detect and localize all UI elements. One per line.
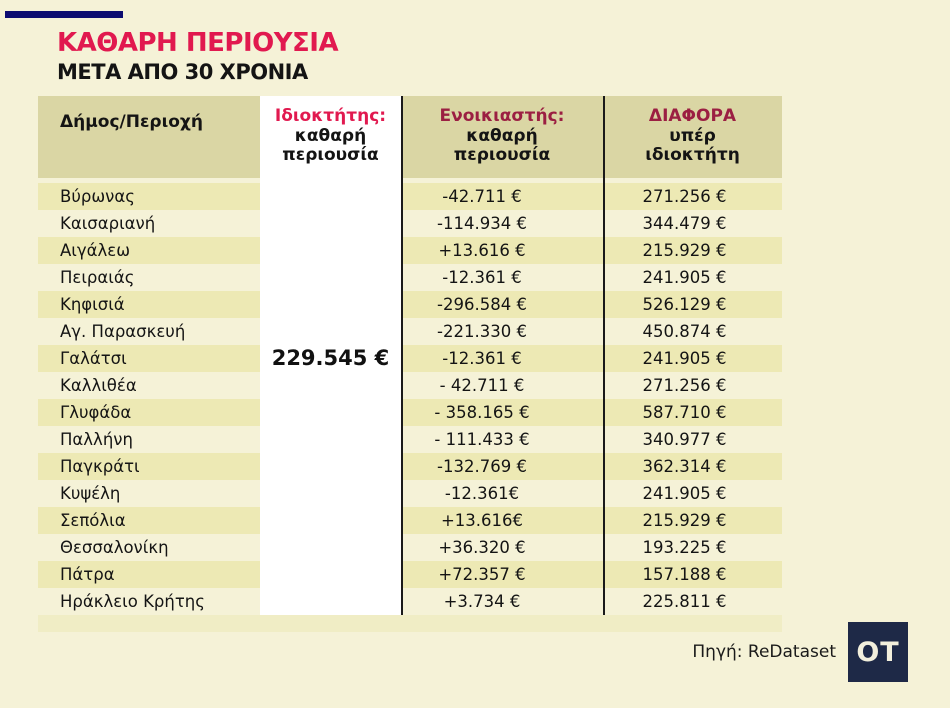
region-cell: Καισαριανή [60,214,156,233]
region-cell: Γλυφάδα [60,403,132,422]
region-cell: Βύρωνας [60,187,135,206]
diff-cell: 157.188 € [642,565,727,584]
diff-cell: 215.929 € [642,241,727,260]
column-divider-2 [603,96,605,615]
table-row: Καισαριανή -114.934 € 344.479 € [38,210,782,237]
renter-header-line3: περιουσία [453,145,551,165]
table-row: Παγκράτι -132.769 € 362.314 € [38,453,782,480]
renter-net-worth-cell: - 111.433 € [434,430,530,449]
table-footer-strip [38,615,782,632]
diff-cell: 340.977 € [642,430,727,449]
diff-cell: 215.929 € [642,511,727,530]
diff-cell: 587.710 € [642,403,727,422]
table-row: Παλλήνη - 111.433 € 340.977 € [38,426,782,453]
table-row: Πειραιάς -12.361 € 241.905 € [38,264,782,291]
region-cell: Παγκράτι [60,457,140,476]
renter-net-worth-cell: - 358.165 € [434,403,530,422]
region-cell: Αιγάλεω [60,241,131,260]
table-rows: Βύρωνας -42.711 € 271.256 € Καισαριανή -114.… [38,183,782,615]
region-cell: Πάτρα [60,565,115,584]
ot-logo: OT [848,622,908,682]
diff-cell: 344.479 € [642,214,727,233]
renter-net-worth-cell: -132.769 € [437,457,527,476]
owner-column-highlight [260,96,401,615]
renter-net-worth-cell: -12.361€ [444,484,520,503]
table-row: Γλυφάδα - 358.165 € 587.710 € [38,399,782,426]
net-worth-table: Δήμος/Περιοχή Ιδιοκτήτης: καθαρή περιουσ… [38,96,782,633]
table-row: Κυψέλη -12.361€ 241.905 € [38,480,782,507]
source-credit: Πηγή: ReDataset [692,642,836,662]
column-divider-1 [401,96,403,615]
renter-net-worth-cell: +13.616€ [440,511,524,530]
diff-cell: 271.256 € [642,376,727,395]
diff-cell: 241.905 € [642,349,727,368]
table-row: Καλλιθέα - 42.711 € 271.256 € [38,372,782,399]
diff-cell: 526.129 € [642,295,727,314]
renter-header-line2: καθαρή [466,125,538,146]
renter-net-worth-cell: -12.361 € [442,268,522,287]
column-header-diff: ΔΙΑΦΟΡΑ υπέρ ιδιοκτήτη [603,96,782,178]
region-cell: Πειραιάς [60,268,135,287]
renter-net-worth-cell: +36.320 € [438,538,526,557]
region-cell: Θεσσαλονίκη [60,538,169,557]
renter-header-label: Ενοικιαστής: [439,106,565,126]
renter-net-worth-cell: +3.734 € [443,592,521,611]
renter-net-worth-cell: -221.330 € [437,322,527,341]
region-cell: Γαλάτσι [60,349,127,368]
region-cell: Κυψέλη [60,484,121,503]
column-header-owner: Ιδιοκτήτης: καθαρή περιουσία [260,96,401,178]
diff-cell: 450.874 € [642,322,727,341]
owner-header-label: Ιδιοκτήτης: [274,106,387,126]
diff-header-line2: υπέρ [669,125,716,146]
region-cell: Παλλήνη [60,430,133,449]
diff-header-line3: ιδιοκτήτη [645,145,740,165]
table-row: Κηφισιά -296.584 € 526.129 € [38,291,782,318]
diff-cell: 241.905 € [642,268,727,287]
table-row: Αιγάλεω +13.616 € 215.929 € [38,237,782,264]
renter-net-worth-cell: -12.361 € [442,349,522,368]
table-row: Γαλάτσι -12.361 € 241.905 € [38,345,782,372]
owner-header-line2: καθαρή [294,125,367,146]
renter-net-worth-cell: - 42.711 € [439,376,525,395]
renter-net-worth-cell: -296.584 € [437,295,527,314]
region-cell: Καλλιθέα [60,376,137,395]
renter-net-worth-cell: -114.934 € [437,214,527,233]
region-cell: Αγ. Παρασκευή [60,322,186,341]
table-header-band [38,96,782,178]
owner-net-worth-value: 229.545 € [271,346,390,370]
table-row: Θεσσαλονίκη +36.320 € 193.225 € [38,534,782,561]
column-header-region: Δήμος/Περιοχή [60,112,203,132]
diff-cell: 362.314 € [642,457,727,476]
table-row: Ηράκλειο Κρήτης +3.734 € 225.811 € [38,588,782,615]
renter-net-worth-cell: +13.616 € [438,241,526,260]
diff-cell: 271.256 € [642,187,727,206]
diff-cell: 241.905 € [642,484,727,503]
column-header-renter: Ενοικιαστής: καθαρή περιουσία [401,96,603,178]
region-cell: Κηφισιά [60,295,125,314]
table-row: Πάτρα +72.357 € 157.188 € [38,561,782,588]
page-title: ΚΑΘΑΡΗ ΠΕΡΙΟΥΣΙΑ [57,28,339,58]
region-cell: Ηράκλειο Κρήτης [60,592,205,611]
table-row: Αγ. Παρασκευή -221.330 € 450.874 € [38,318,782,345]
diff-header-label: ΔΙΑΦΟΡΑ [648,106,737,126]
renter-net-worth-cell: +72.357 € [438,565,526,584]
table-row: Βύρωνας -42.711 € 271.256 € [38,183,782,210]
region-cell: Σεπόλια [60,511,126,530]
page-subtitle: ΜΕΤΑ ΑΠΟ 30 ΧΡΟΝΙΑ [57,60,308,84]
diff-cell: 225.811 € [642,592,727,611]
diff-cell: 193.225 € [642,538,727,557]
table-row: Σεπόλια +13.616€ 215.929 € [38,507,782,534]
renter-net-worth-cell: -42.711 € [442,187,522,206]
owner-header-line3: περιουσία [282,145,379,165]
accent-bar [5,11,123,18]
